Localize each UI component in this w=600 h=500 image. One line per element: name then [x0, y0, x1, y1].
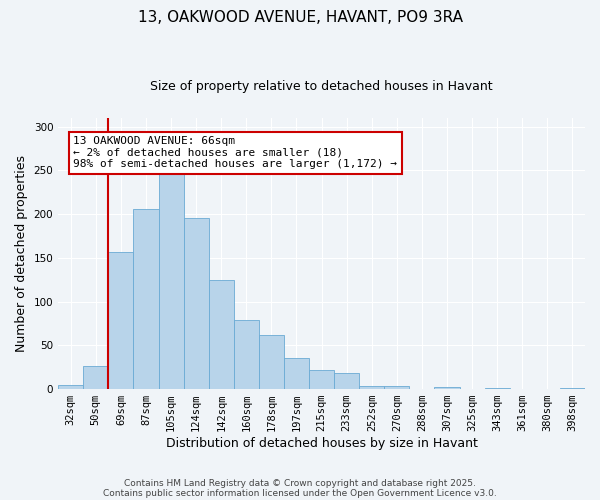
Text: Contains public sector information licensed under the Open Government Licence v3: Contains public sector information licen… [103, 488, 497, 498]
Bar [359, 386, 385, 389]
Bar [485, 388, 510, 389]
Bar [284, 358, 309, 389]
Title: Size of property relative to detached houses in Havant: Size of property relative to detached ho… [150, 80, 493, 93]
Bar [83, 366, 109, 389]
Bar [334, 374, 359, 389]
Bar [209, 280, 234, 389]
Bar [560, 388, 585, 389]
Bar [184, 218, 209, 389]
Text: 13 OAKWOOD AVENUE: 66sqm
← 2% of detached houses are smaller (18)
98% of semi-de: 13 OAKWOOD AVENUE: 66sqm ← 2% of detache… [73, 136, 397, 170]
Text: 13, OAKWOOD AVENUE, HAVANT, PO9 3RA: 13, OAKWOOD AVENUE, HAVANT, PO9 3RA [137, 10, 463, 25]
Bar [259, 335, 284, 389]
Bar [385, 386, 409, 389]
Text: Contains HM Land Registry data © Crown copyright and database right 2025.: Contains HM Land Registry data © Crown c… [124, 478, 476, 488]
Bar [158, 170, 184, 389]
Bar [133, 209, 158, 389]
Bar [434, 388, 460, 389]
Y-axis label: Number of detached properties: Number of detached properties [15, 155, 28, 352]
Bar [109, 252, 133, 389]
Bar [309, 370, 334, 389]
Bar [58, 384, 83, 389]
X-axis label: Distribution of detached houses by size in Havant: Distribution of detached houses by size … [166, 437, 478, 450]
Bar [234, 320, 259, 389]
